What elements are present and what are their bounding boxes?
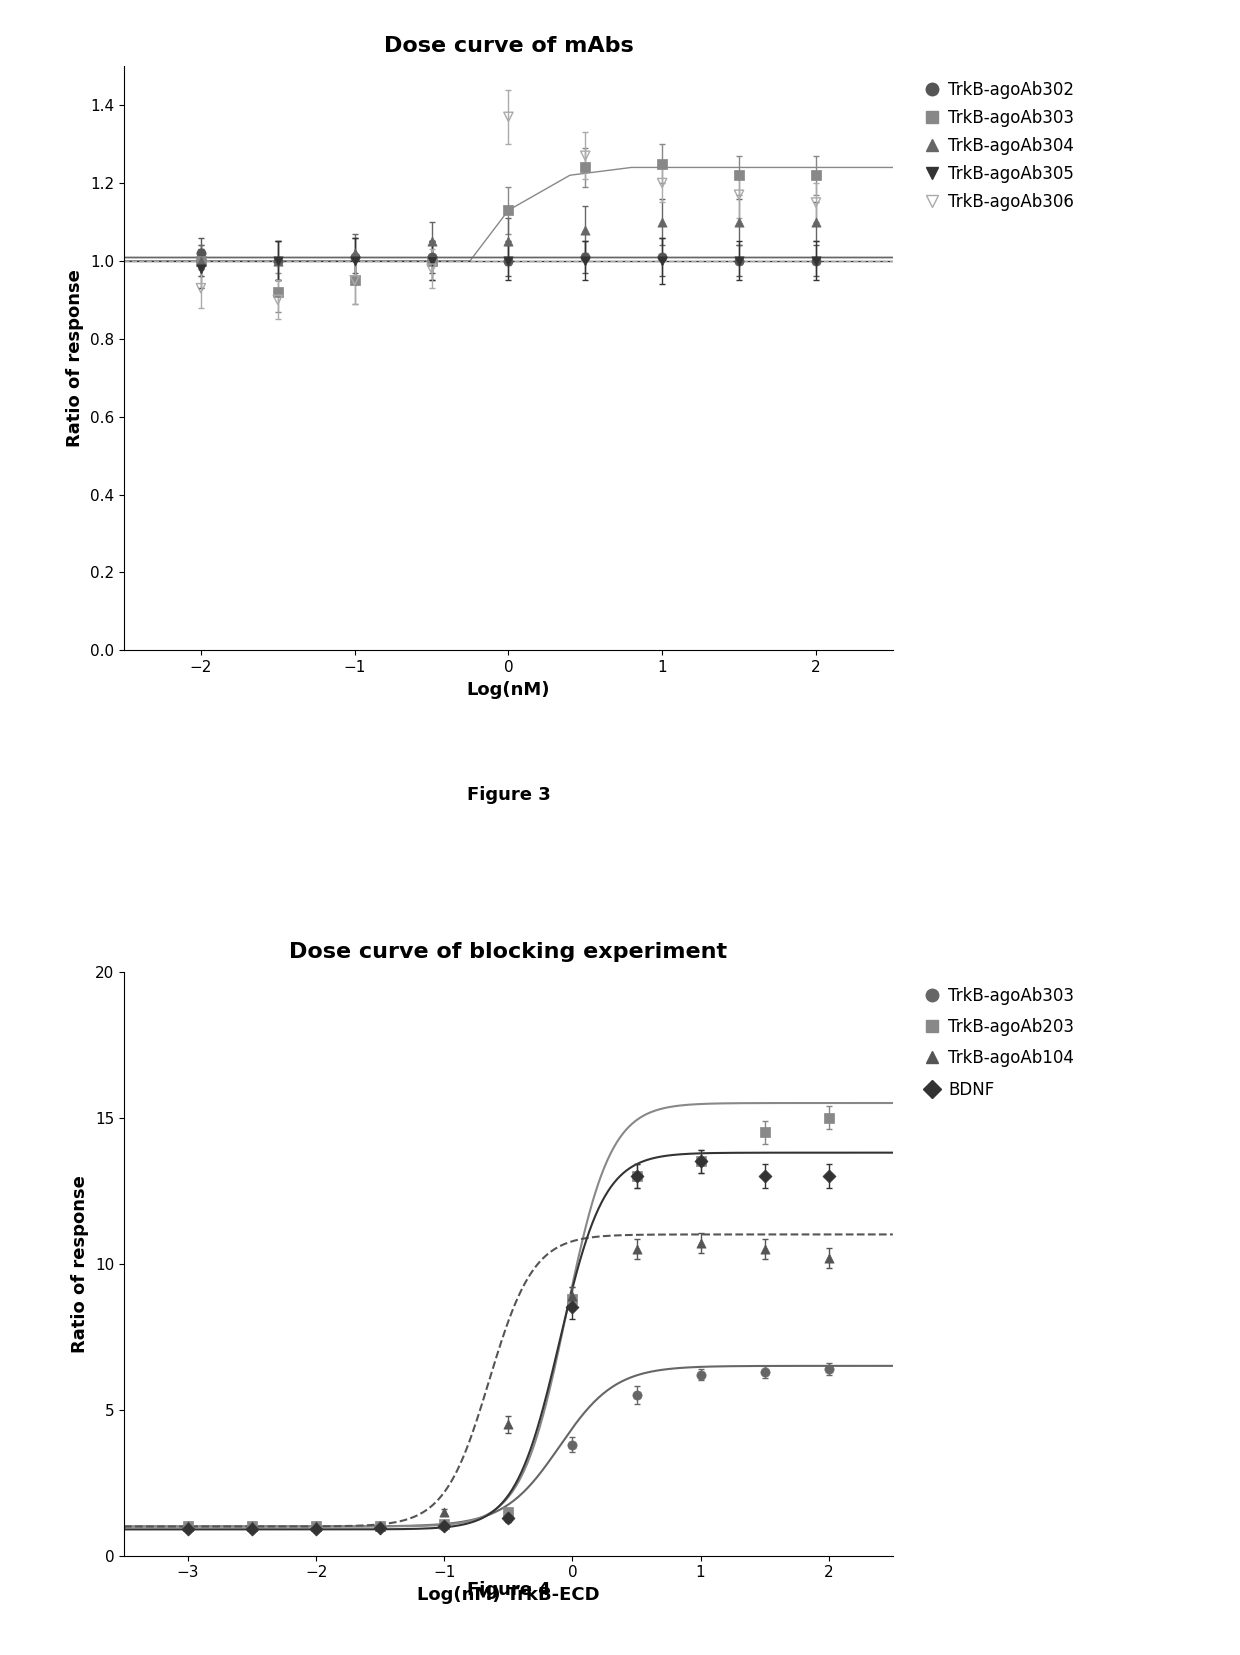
Point [652, 243, 672, 270]
Point [498, 104, 518, 131]
Point [179, 1513, 198, 1539]
Text: Figure 4: Figure 4 [466, 1581, 551, 1599]
Point [498, 248, 518, 275]
Point [498, 1499, 518, 1526]
Point [268, 248, 288, 275]
Point [242, 1513, 262, 1539]
Point [434, 1513, 454, 1539]
Point [806, 189, 826, 215]
Point [345, 243, 365, 270]
Point [691, 1149, 711, 1175]
Point [306, 1516, 326, 1542]
Point [626, 1236, 646, 1263]
Y-axis label: Ratio of response: Ratio of response [72, 1175, 89, 1352]
Point [755, 1359, 775, 1385]
Y-axis label: Ratio of response: Ratio of response [67, 270, 84, 447]
Point [563, 1283, 583, 1309]
Point [268, 248, 288, 275]
Point [434, 1499, 454, 1526]
Point [755, 1236, 775, 1263]
Point [434, 1513, 454, 1539]
Point [729, 248, 749, 275]
Point [268, 278, 288, 305]
Point [345, 248, 365, 275]
Point [652, 248, 672, 275]
Point [652, 170, 672, 197]
Legend: TrkB-agoAb302, TrkB-agoAb303, TrkB-agoAb304, TrkB-agoAb305, TrkB-agoAb306: TrkB-agoAb302, TrkB-agoAb303, TrkB-agoAb… [916, 74, 1081, 218]
Point [818, 1355, 838, 1382]
Point [191, 275, 211, 301]
Point [498, 248, 518, 275]
Point [345, 266, 365, 293]
Point [191, 240, 211, 266]
Point [691, 1149, 711, 1175]
Point [755, 1119, 775, 1145]
Point [371, 1513, 391, 1539]
X-axis label: Log(nM) TrkB-ECD: Log(nM) TrkB-ECD [417, 1585, 600, 1604]
Point [345, 266, 365, 293]
Point [371, 1513, 391, 1539]
Point [498, 197, 518, 223]
Point [806, 248, 826, 275]
Point [422, 255, 441, 281]
Point [268, 248, 288, 275]
Point [729, 162, 749, 189]
Point [818, 1163, 838, 1190]
Point [575, 217, 595, 243]
Point [575, 154, 595, 180]
Title: Dose curve of mAbs: Dose curve of mAbs [383, 36, 634, 56]
Point [575, 248, 595, 275]
Point [434, 1511, 454, 1537]
Point [652, 209, 672, 235]
Point [179, 1513, 198, 1539]
Point [268, 286, 288, 313]
Point [806, 248, 826, 275]
Point [498, 1504, 518, 1531]
Legend: TrkB-agoAb303, TrkB-agoAb203, TrkB-agoAb104, BDNF: TrkB-agoAb303, TrkB-agoAb203, TrkB-agoAb… [916, 980, 1081, 1106]
Point [755, 1163, 775, 1190]
Point [179, 1516, 198, 1542]
Point [563, 1432, 583, 1458]
Point [191, 255, 211, 281]
Text: Figure 3: Figure 3 [466, 786, 551, 804]
Point [729, 248, 749, 275]
Point [563, 1286, 583, 1312]
Point [729, 182, 749, 209]
Point [345, 240, 365, 266]
Point [652, 151, 672, 177]
Point [242, 1516, 262, 1542]
Point [818, 1245, 838, 1271]
Point [563, 1294, 583, 1321]
Point [626, 1163, 646, 1190]
Point [179, 1513, 198, 1539]
Point [691, 1362, 711, 1389]
Point [191, 248, 211, 275]
Point [191, 248, 211, 275]
Point [575, 243, 595, 270]
Point [422, 243, 441, 270]
Point [498, 1412, 518, 1438]
Point [818, 1104, 838, 1130]
Point [422, 248, 441, 275]
Point [422, 248, 441, 275]
Point [729, 209, 749, 235]
Point [806, 209, 826, 235]
Point [371, 1513, 391, 1539]
Point [498, 1504, 518, 1531]
Point [626, 1382, 646, 1408]
Point [498, 228, 518, 255]
Point [371, 1514, 391, 1541]
Point [422, 228, 441, 255]
X-axis label: Log(nM): Log(nM) [466, 680, 551, 698]
Point [575, 142, 595, 169]
Point [626, 1163, 646, 1190]
Point [691, 1230, 711, 1256]
Point [306, 1513, 326, 1539]
Point [306, 1513, 326, 1539]
Point [806, 162, 826, 189]
Point [242, 1513, 262, 1539]
Point [242, 1513, 262, 1539]
Title: Dose curve of blocking experiment: Dose curve of blocking experiment [289, 942, 728, 962]
Point [306, 1513, 326, 1539]
